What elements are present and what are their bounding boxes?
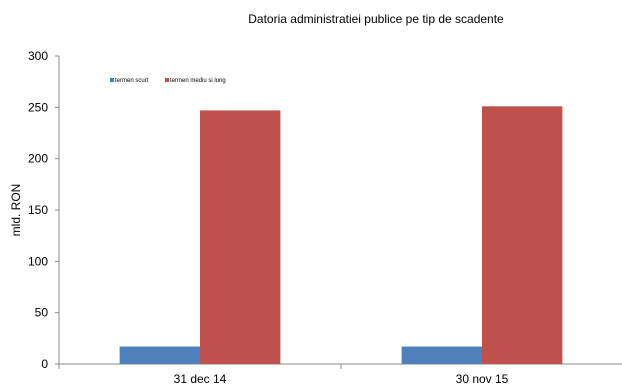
y-tick-label: 250: [28, 100, 48, 114]
y-tick-label: 50: [35, 306, 49, 320]
y-tick-label: 200: [28, 152, 48, 166]
bar-termen-mediu-si-lung: [200, 110, 281, 364]
bar-termen-scurt: [119, 346, 200, 364]
legend-label: termen scurt: [115, 78, 149, 84]
bars: [119, 106, 563, 364]
x-tick-label: 30 nov 15: [456, 372, 509, 385]
x-tick-label: 31 dec 14: [174, 372, 227, 385]
bar-termen-mediu-si-lung: [482, 106, 563, 364]
axes: 0 50 100 150 200 250 300 31 dec 14 30 nov 15: [28, 49, 622, 385]
legend-swatch: [110, 78, 114, 82]
y-axis-label: mld. RON: [9, 184, 23, 237]
legend: termen scurt termen mediu si lung: [110, 78, 226, 84]
y-tick-label: 150: [28, 203, 48, 217]
legend-swatch: [165, 78, 169, 82]
y-tick-label: 100: [28, 254, 48, 268]
legend-label: termen mediu si lung: [170, 78, 226, 84]
bar-termen-scurt: [401, 346, 482, 364]
chart-title: Datoria administratiei publice pe tip de…: [248, 12, 504, 26]
y-tick-label: 300: [28, 49, 48, 63]
y-tick-label: 0: [41, 357, 48, 371]
